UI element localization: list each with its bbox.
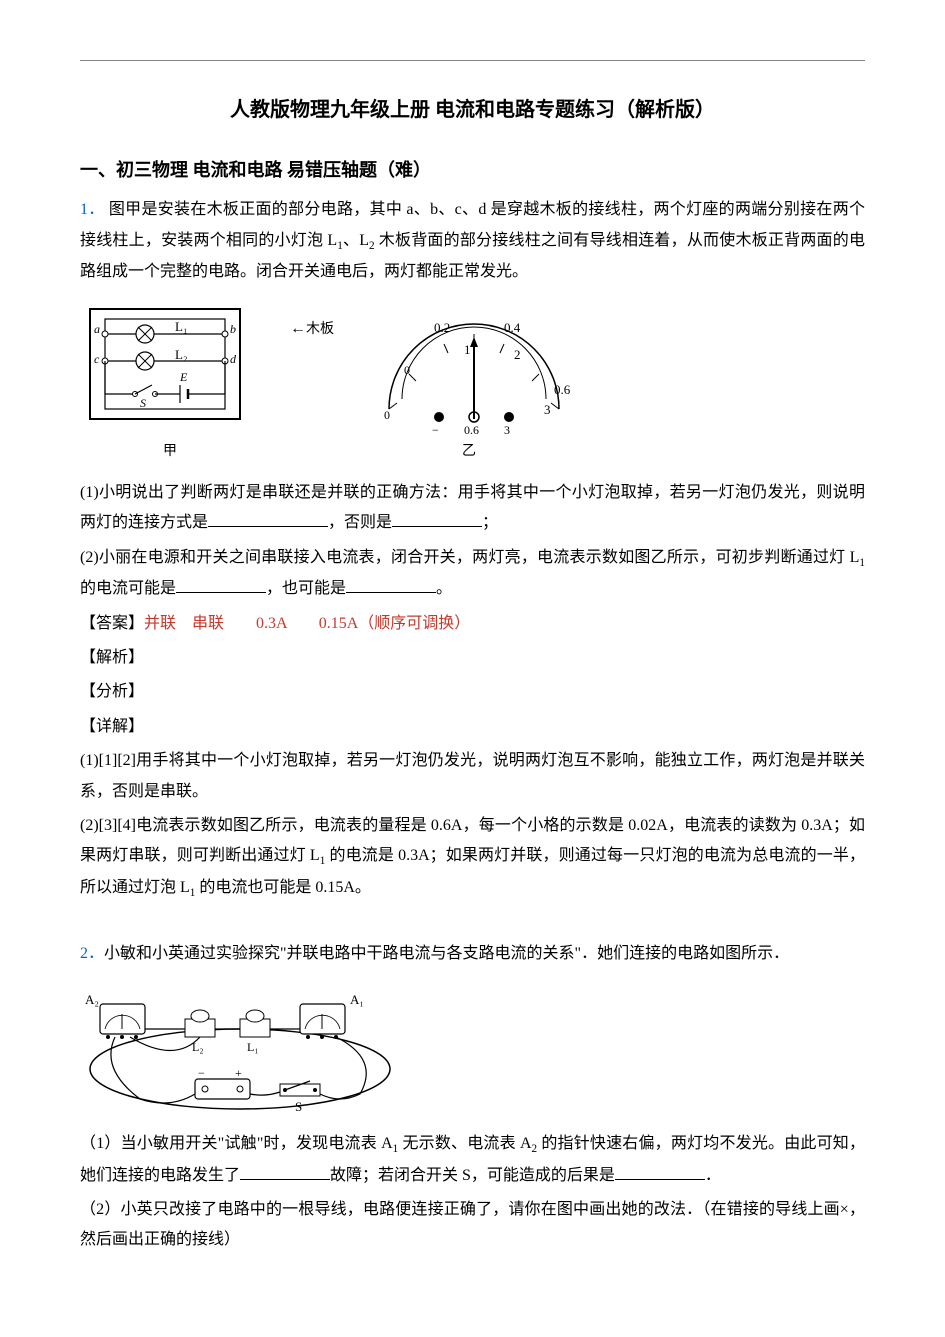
document-title: 人教版物理九年级上册 电流和电路专题练习（解析版） [80, 91, 865, 129]
fig1-caption: 甲 [163, 439, 177, 466]
q1-part1: (1)小明说出了判断两灯是串联还是并联的正确方法：用手将其中一个小灯泡取掉，若另… [80, 478, 865, 539]
svg-text:0: 0 [384, 408, 390, 422]
q2-p1-a: （1）当小敏用开关"试触"时，发现电流表 A [80, 1135, 393, 1152]
detail1: (1)[1][2]用手将其中一个小灯泡取掉，若另一灯泡仍发光，说明两灯泡互不影响… [80, 746, 865, 807]
q2-p1-b: 无示数、电流表 A [398, 1135, 531, 1152]
svg-text:L₁: L₁ [247, 1040, 259, 1054]
svg-text:b: b [230, 322, 236, 336]
svg-text:0.4: 0.4 [504, 320, 521, 335]
q2-number: 2． [80, 945, 104, 962]
svg-text:E: E [179, 370, 188, 384]
q2-body: 2．小敏和小英通过实验探究"并联电路中干路电流与各支路电流的关系"．她们连接的电… [80, 939, 865, 969]
q1-answer: 【答案】并联 串联 0.3A 0.15A（顺序可调换） [80, 609, 865, 639]
q1-p2-sub: 1 [859, 557, 865, 569]
q2-circuit-svg: A₂ L₂ L₁ A₁ − + S [80, 979, 400, 1119]
blank2 [392, 510, 482, 527]
svg-text:3: 3 [504, 423, 510, 437]
wood-label: 木板 [306, 322, 334, 337]
svg-text:−: − [432, 423, 439, 437]
section-header: 一、初三物理 电流和电路 易错压轴题（难） [80, 153, 865, 187]
svg-text:+: + [235, 1066, 242, 1080]
answer-label: 【答案】 [80, 615, 144, 632]
q1-p1-mid: ，否则是 [328, 514, 392, 531]
q1-p2-c: ，也可能是 [266, 580, 346, 597]
svg-text:d: d [230, 352, 237, 366]
svg-text:L₁: L₁ [175, 319, 187, 334]
fig2-caption: 乙 [462, 439, 476, 466]
blank1 [208, 510, 328, 527]
page-top-rule [80, 60, 865, 61]
detail-label: 【详解】 [80, 712, 865, 742]
meter-figure: 0 0.2 0.4 0.6 0 1 2 3 − 0.6 3 乙 [364, 299, 574, 466]
svg-text:S: S [140, 396, 146, 410]
svg-text:1: 1 [464, 342, 471, 357]
svg-text:A₁: A₁ [350, 992, 364, 1007]
wood-label-wrap: ←木板 [290, 299, 334, 344]
blank4 [346, 576, 436, 593]
q2-figure: A₂ L₂ L₁ A₁ − + S [80, 979, 865, 1119]
svg-text:2: 2 [514, 347, 521, 362]
q1-p2-a: (2)小丽在电源和开关之间串联接入电流表，闭合开关，两灯亮，电流表示数如图乙所示… [80, 549, 859, 566]
svg-text:a: a [94, 322, 100, 336]
wood-arrow: ← [290, 320, 306, 337]
blank3 [176, 576, 266, 593]
q1-text-b: 、L [343, 232, 369, 249]
q1-p1-end: ； [482, 514, 498, 531]
meter-svg: 0 0.2 0.4 0.6 0 1 2 3 − 0.6 3 [364, 299, 574, 439]
q1-body: 1． 图甲是安装在木板正面的部分电路，其中 a、b、c、d 是穿越木板的接线柱，… [80, 195, 865, 287]
blank5 [240, 1163, 330, 1180]
circuit-svg: L₁ L₂ a b c d S [80, 299, 260, 439]
d2c: 的电流也可能是 0.15A。 [195, 879, 371, 896]
svg-text:3: 3 [544, 402, 551, 417]
q1-p2-b: 的电流可能是 [80, 580, 176, 597]
detail2: (2)[3][4]电流表示数如图乙所示，电流表的量程是 0.6A，每一个小格的示… [80, 811, 865, 904]
svg-text:0.2: 0.2 [434, 320, 450, 335]
blank6 [615, 1163, 705, 1180]
q1-part2: (2)小丽在电源和开关之间串联接入电流表，闭合开关，两灯亮，电流表示数如图乙所示… [80, 543, 865, 605]
q1-number: 1． [80, 201, 105, 218]
svg-text:A₂: A₂ [85, 992, 99, 1007]
analysis-label: 【解析】 [80, 643, 865, 673]
svg-text:0.6: 0.6 [554, 382, 571, 397]
q2-text: 小敏和小英通过实验探究"并联电路中干路电流与各支路电流的关系"．她们连接的电路如… [104, 945, 789, 962]
q2-p1-end: ． [705, 1167, 721, 1184]
answer-text: 并联 串联 0.3A 0.15A（顺序可调换） [144, 615, 470, 632]
svg-text:L₂: L₂ [175, 347, 187, 362]
q1-figures: L₁ L₂ a b c d S [80, 299, 865, 466]
svg-text:0.6: 0.6 [464, 423, 479, 437]
q2-part2: （2）小英只改接了电路中的一根导线，电路便连接正确了，请你在图中画出她的改法．（… [80, 1195, 865, 1256]
q1-p2-end: 。 [436, 580, 452, 597]
circuit-figure: L₁ L₂ a b c d S [80, 299, 260, 466]
svg-text:−: − [198, 1066, 205, 1080]
q2-p1-d: 故障；若闭合开关 S，可能造成的后果是 [330, 1167, 615, 1184]
fenxi-label: 【分析】 [80, 677, 865, 707]
q2-part1: （1）当小敏用开关"试触"时，发现电流表 A1 无示数、电流表 A2 的指针快速… [80, 1129, 865, 1191]
svg-text:S: S [295, 1099, 302, 1114]
svg-text:c: c [94, 352, 100, 366]
svg-text:0: 0 [404, 363, 410, 377]
